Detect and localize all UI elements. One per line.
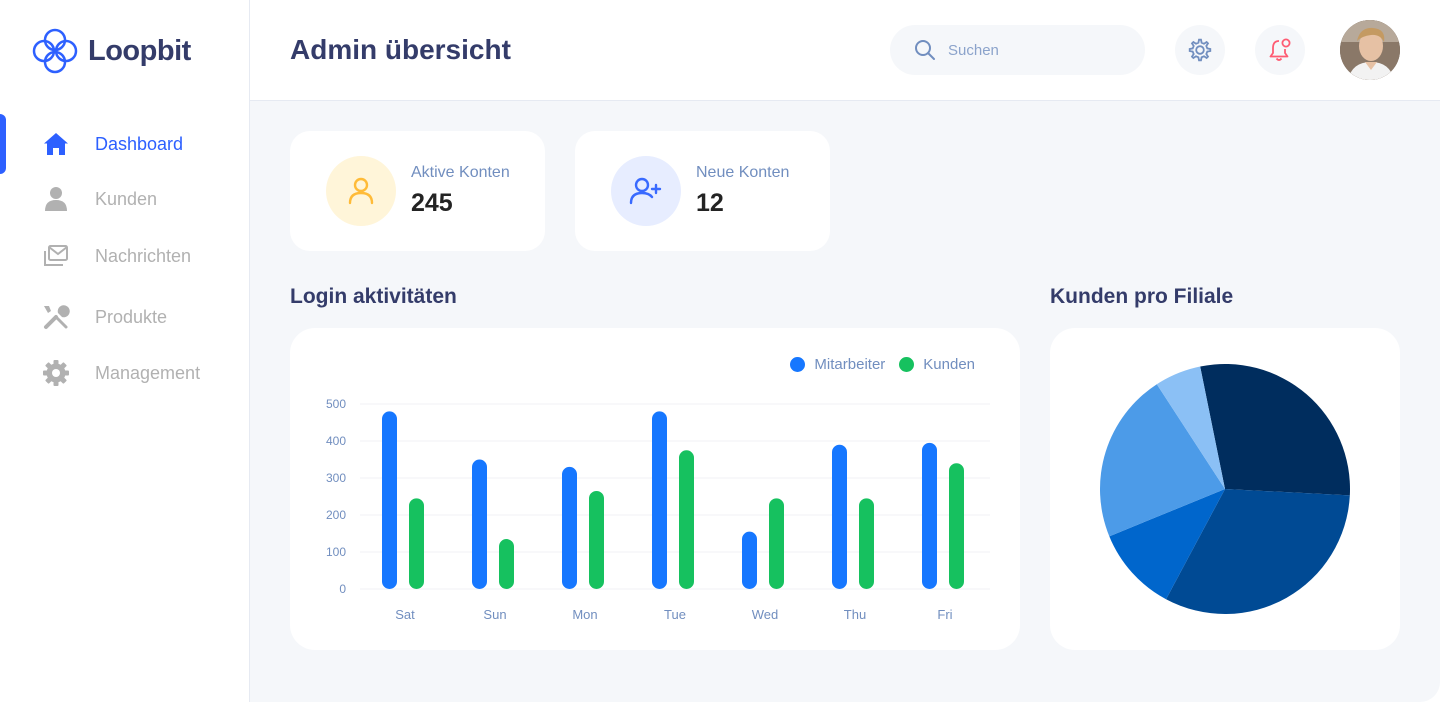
bar-kunden-fri[interactable] xyxy=(949,463,964,589)
x-tick-label: Fri xyxy=(937,607,952,622)
x-tick-label: Tue xyxy=(664,607,686,622)
login-activity-chart-card: Mitarbeiter Kunden 0 100 200 300 400 500 Sat Su… xyxy=(290,328,1020,650)
sidebar-item-label: Kunden xyxy=(95,188,158,209)
search-bar[interactable] xyxy=(890,25,1145,75)
sidebar-item-label: Produkte xyxy=(95,306,168,327)
pie-slice-1[interactable] xyxy=(1166,489,1350,614)
login-bar-chart: 0 100 200 300 400 500 Sat Sun Mon Tue Wed Thu Fri xyxy=(326,397,990,622)
sidebar-item-label: Nachrichten xyxy=(95,245,192,266)
legend-dot xyxy=(790,357,806,372)
legend-label: Mitarbeiter xyxy=(814,356,886,373)
stat-card-active-accounts[interactable]: Aktive Konten 245 xyxy=(290,131,545,251)
pie-slice-2[interactable] xyxy=(1109,489,1225,600)
legend-dot xyxy=(899,357,915,372)
stat-icon-circle xyxy=(611,156,681,226)
stat-icon-circle xyxy=(326,156,396,226)
bar-kunden-sun[interactable] xyxy=(499,539,514,589)
x-tick-label: Sat xyxy=(395,607,415,622)
logo[interactable]: Loopbit xyxy=(32,28,191,74)
notifications-button[interactable] xyxy=(1255,25,1305,75)
search-icon xyxy=(914,39,936,66)
messages-icon xyxy=(42,242,70,270)
sidebar-item-produkte[interactable]: Produkte xyxy=(0,295,249,339)
settings-button[interactable] xyxy=(1175,25,1225,75)
pie-slice-0[interactable] xyxy=(1200,364,1350,496)
tools-icon xyxy=(42,303,70,331)
stat-value: 12 xyxy=(696,189,724,217)
x-tick-label: Mon xyxy=(572,607,597,622)
avatar[interactable] xyxy=(1340,20,1400,80)
sidebar-item-management[interactable]: Management xyxy=(0,351,249,395)
bar-mitarbeiter-sun[interactable] xyxy=(472,459,487,590)
legend-item-mitarbeiter[interactable]: Mitarbeiter xyxy=(790,356,885,373)
bar-kunden-wed[interactable] xyxy=(769,498,784,589)
branch-pie-chart xyxy=(1100,364,1350,614)
sidebar-item-dashboard[interactable]: Dashboard xyxy=(0,122,249,166)
y-tick-label: 400 xyxy=(326,434,346,448)
header: Admin übersicht xyxy=(250,0,1440,101)
gear-icon xyxy=(1188,38,1212,62)
y-tick-label: 500 xyxy=(326,397,346,411)
bar-kunden-sat[interactable] xyxy=(409,498,424,589)
sidebar-item-nachrichten[interactable]: Nachrichten xyxy=(0,234,249,278)
bar-mitarbeiter-mon[interactable] xyxy=(562,466,577,589)
bar-mitarbeiter-fri[interactable] xyxy=(922,442,937,589)
stat-label: Neue Konten xyxy=(696,164,790,181)
user-icon xyxy=(348,177,374,205)
sidebar-item-label: Management xyxy=(95,362,201,383)
x-tick-label: Wed xyxy=(752,607,779,622)
bar-mitarbeiter-thu[interactable] xyxy=(832,444,847,589)
y-tick-label: 200 xyxy=(326,508,346,522)
y-tick-label: 0 xyxy=(339,582,346,596)
main-content: Aktive Konten 245 Neue Konten 12 Login a… xyxy=(250,101,1440,702)
x-tick-label: Sun xyxy=(483,607,506,622)
chart-legend: Mitarbeiter Kunden xyxy=(790,356,975,373)
pie-slice-4[interactable] xyxy=(1156,366,1225,489)
pie-slice-3[interactable] xyxy=(1100,384,1225,537)
stat-label: Aktive Konten xyxy=(411,164,510,181)
legend-item-kunden[interactable]: Kunden xyxy=(899,356,975,373)
page-title: Admin übersicht xyxy=(290,34,511,65)
x-tick-label: Thu xyxy=(844,607,866,622)
sidebar-item-label: Dashboard xyxy=(95,133,184,154)
y-tick-label: 100 xyxy=(326,545,346,559)
logo-text: Loopbit xyxy=(88,34,191,67)
bar-kunden-mon[interactable] xyxy=(589,490,604,589)
bar-kunden-thu[interactable] xyxy=(859,498,874,589)
stat-card-new-accounts[interactable]: Neue Konten 12 xyxy=(575,131,830,251)
active-indicator xyxy=(0,114,6,174)
bell-icon xyxy=(1269,38,1291,61)
sidebar-item-kunden[interactable]: Kunden xyxy=(0,177,249,221)
user-icon xyxy=(42,185,70,213)
logo-icon xyxy=(32,28,78,74)
search-input[interactable] xyxy=(948,25,1128,75)
bar-mitarbeiter-sat[interactable] xyxy=(382,411,397,589)
user-add-icon xyxy=(629,177,662,205)
home-icon xyxy=(42,130,70,158)
gear-icon xyxy=(42,359,70,387)
login-activity-title: Login aktivitäten xyxy=(290,285,457,308)
y-tick-label: 300 xyxy=(326,471,346,485)
sidebar: Loopbit Dashboard Kunden Nachrichten xyxy=(0,0,250,702)
bar-mitarbeiter-tue[interactable] xyxy=(652,411,667,589)
branch-pie-chart-card xyxy=(1050,328,1400,650)
bar-kunden-tue[interactable] xyxy=(679,450,694,589)
stat-value: 245 xyxy=(411,189,453,217)
legend-label: Kunden xyxy=(923,356,975,373)
branch-title: Kunden pro Filiale xyxy=(1050,285,1234,308)
bar-mitarbeiter-wed[interactable] xyxy=(742,531,757,589)
